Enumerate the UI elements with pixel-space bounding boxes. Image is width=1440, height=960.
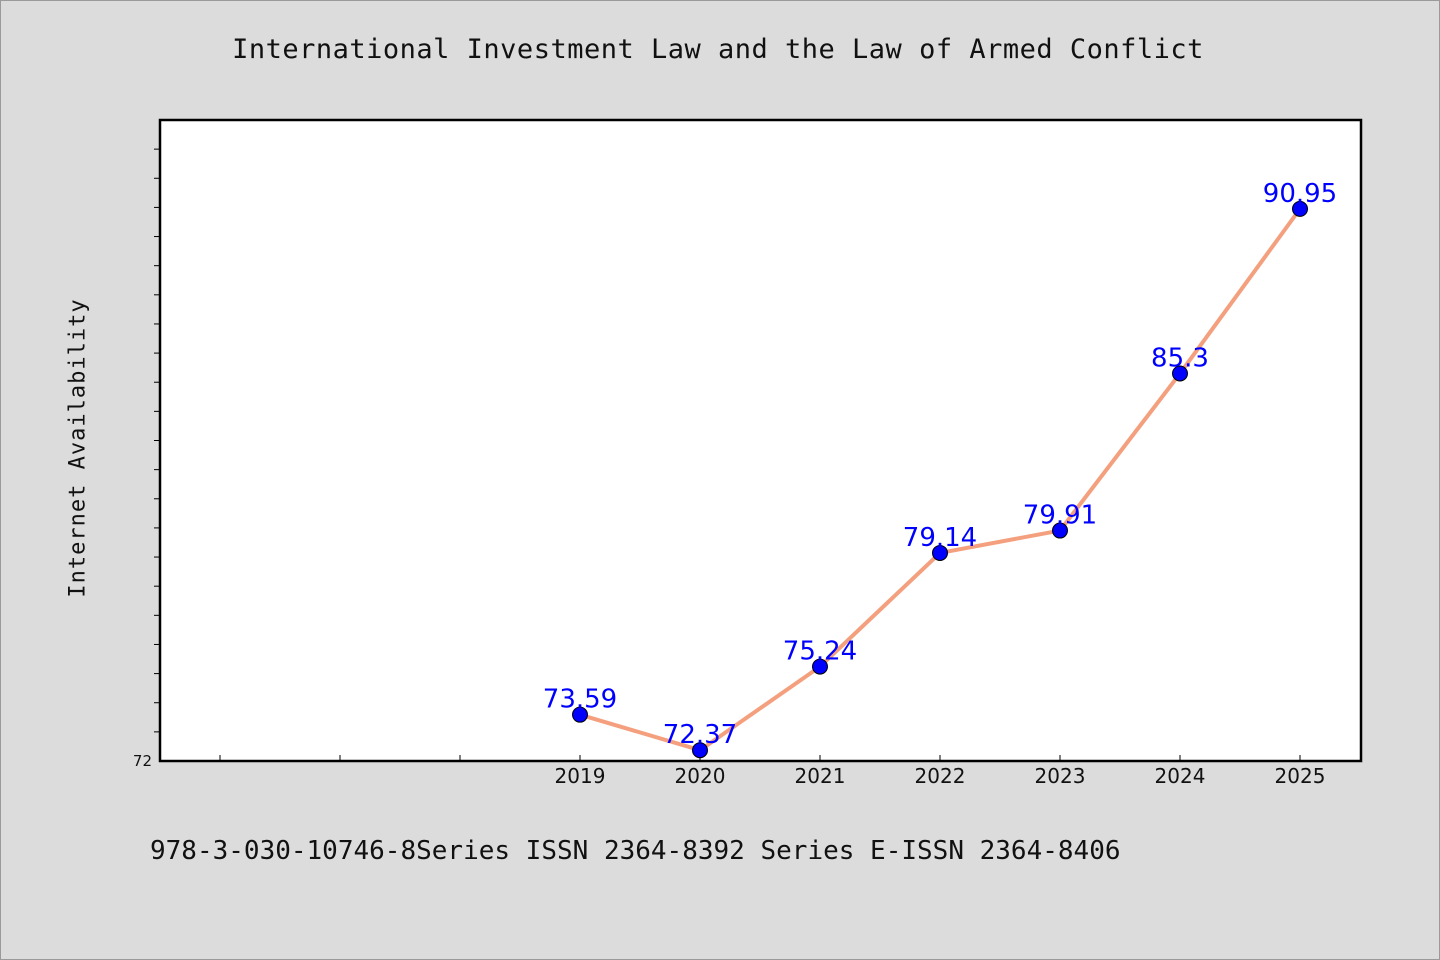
y-ticks: 72: [133, 148, 160, 770]
data-label: 79.14: [903, 523, 977, 553]
data-label: 90.95: [1263, 179, 1337, 209]
chart-title: International Investment Law and the Law…: [232, 34, 1204, 65]
x-tick-label: 2020: [675, 764, 726, 788]
x-tick-label: 2021: [795, 764, 846, 788]
x-tick-label: 2025: [1275, 764, 1326, 788]
data-label: 79.91: [1023, 501, 1097, 531]
data-point: [932, 544, 948, 561]
footer-text: 978-3-030-10746-8Series ISSN 2364-8392 S…: [150, 836, 1121, 866]
data-label: 85.3: [1151, 343, 1209, 373]
data-point: [1292, 200, 1308, 217]
series-group: 73.59 72.37 75.24 79.14 79.91 85.3 90.95: [543, 179, 1337, 759]
data-label: 75.24: [783, 637, 857, 667]
data-point: [812, 658, 828, 675]
x-tick-label: 2023: [1035, 764, 1086, 788]
x-ticks: 2019 2020 2021 2022 2023 2024 2025: [219, 755, 1326, 788]
x-tick-label: 2019: [555, 764, 606, 788]
data-label: 73.59: [543, 685, 617, 715]
data-label: 72.37: [663, 720, 737, 750]
x-tick-label: 2024: [1155, 764, 1206, 788]
data-point: [1052, 522, 1068, 539]
x-tick-label: 2022: [915, 764, 966, 788]
data-point: [572, 706, 588, 723]
data-point: [1172, 365, 1188, 382]
y-tick-label: 72: [133, 752, 152, 770]
data-point: [692, 742, 708, 759]
plot-area: [158, 118, 1363, 763]
